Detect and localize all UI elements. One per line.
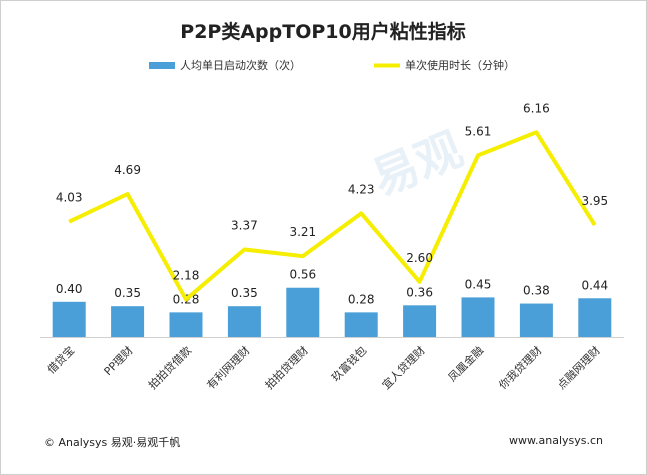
bar-value-label: 0.40	[56, 282, 83, 296]
line-value-label: 5.61	[465, 124, 492, 138]
line-value-labels: 4.03 4.69 2.18 3.37 3.21 4.23 2.60 5.61 6.16 3.95	[56, 101, 608, 282]
line-value-label: 3.37	[231, 218, 258, 232]
category-label: 拍拍贷理财	[262, 343, 311, 392]
bar	[227, 306, 261, 337]
line-series	[68, 130, 597, 302]
legend-label-line: 单次使用时长（分钟）	[405, 58, 515, 72]
bar	[578, 298, 612, 337]
bar-value-label: 0.38	[523, 284, 550, 298]
bar-value-label: 0.44	[581, 278, 608, 292]
category-label: 你我贷理财	[496, 343, 545, 392]
bar-value-label: 0.36	[406, 285, 433, 299]
category-label: 宜人贷理财	[379, 343, 428, 392]
bar-value-label: 0.35	[231, 286, 258, 300]
bar	[169, 312, 203, 337]
bar-value-label: 0.45	[465, 277, 492, 291]
bar	[519, 303, 553, 337]
category-label: 有利网理财	[204, 343, 253, 392]
line-value-label: 6.16	[523, 101, 550, 115]
bar	[286, 287, 320, 337]
bar	[344, 312, 378, 337]
category-label: 借贷宝	[44, 343, 77, 376]
bar	[461, 297, 495, 337]
bar-series	[52, 287, 612, 337]
bar-value-label: 0.56	[289, 268, 316, 282]
legend: 人均单日启动次数（次） 单次使用时长（分钟）	[149, 58, 515, 72]
line-value-label: 4.23	[348, 182, 375, 196]
footer-url: www.analysys.cn	[509, 434, 603, 447]
line-value-label: 4.03	[56, 191, 83, 205]
category-label: 玖富钱包	[328, 343, 369, 384]
legend-label-bars: 人均单日启动次数（次）	[180, 58, 301, 72]
chart-title: P2P类AppTOP10用户粘性指标	[180, 20, 465, 43]
line-value-label: 3.21	[289, 225, 316, 239]
line-value-label: 2.60	[406, 251, 433, 265]
line-value-label: 4.69	[114, 163, 141, 177]
footer-source: © Analysys 易观·易观千帆	[44, 436, 181, 449]
bar	[403, 305, 437, 337]
line-value-label: 3.95	[581, 194, 608, 208]
category-labels: 借贷宝 PP理财 拍拍贷借款 有利网理财 拍拍贷理财 玖富钱包 宜人贷理财 凤凰金融 你我贷理财…	[44, 343, 603, 392]
category-label: 点融网理财	[554, 343, 603, 392]
category-label: PP理财	[101, 343, 136, 378]
bar	[111, 306, 145, 337]
series-line	[68, 130, 597, 302]
category-label: 凤凰金融	[445, 343, 486, 384]
bar-value-label: 0.28	[348, 292, 375, 306]
bar-value-labels: 0.40 0.35 0.28 0.350.560.280.360.45 0.38 0.44	[56, 268, 608, 307]
line-value-label: 2.18	[173, 268, 200, 282]
legend-swatch-bars	[149, 62, 175, 69]
bar-value-label: 0.35	[114, 286, 141, 300]
category-label: 拍拍贷借款	[145, 343, 194, 392]
bar	[52, 301, 86, 337]
